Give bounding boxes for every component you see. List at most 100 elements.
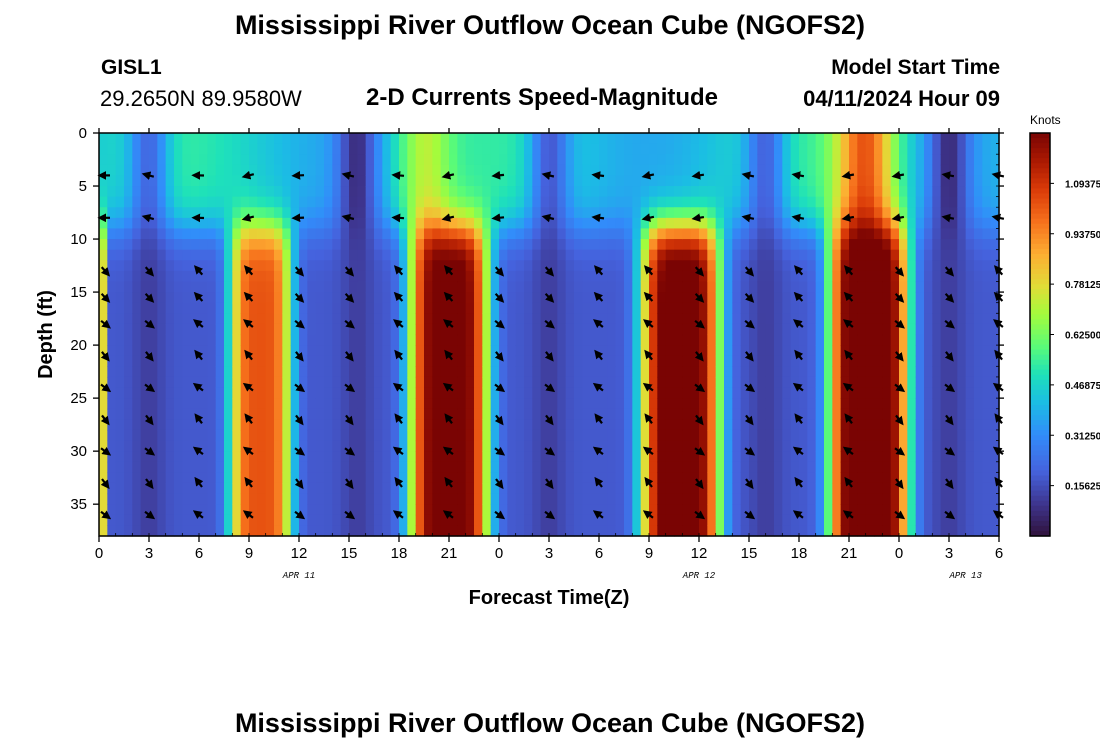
heat-cell (140, 323, 150, 336)
heat-cell (532, 323, 542, 336)
heat-cell (107, 143, 117, 155)
heat-cell (257, 387, 267, 399)
heat-cell (465, 143, 475, 155)
heat-cell (274, 398, 283, 410)
heat-cell (924, 196, 933, 208)
heat-cell (382, 482, 392, 495)
heat-cell (424, 302, 433, 314)
heat-cell (207, 408, 217, 420)
heat-cell (515, 228, 525, 240)
colorbar-segment (1030, 440, 1050, 446)
heat-cell (399, 429, 408, 442)
heat-cell (874, 302, 883, 314)
current-arrow (341, 171, 355, 180)
heat-cell (115, 270, 125, 283)
heat-cell (899, 376, 908, 389)
heat-cell (524, 217, 533, 230)
heat-cell (399, 366, 408, 378)
heat-cell (332, 313, 342, 325)
heat-cell (565, 302, 575, 314)
heat-cell (732, 345, 742, 357)
heat-cell (249, 186, 258, 198)
heat-cell (282, 482, 292, 495)
heat-cell (774, 419, 783, 431)
heat-cell (682, 451, 692, 463)
heat-cell (557, 398, 567, 410)
heat-cell (715, 451, 725, 463)
heat-cell (849, 345, 858, 357)
heat-cell (824, 355, 833, 367)
heat-cell (640, 239, 650, 251)
heat-cell (390, 493, 400, 505)
heat-cell (674, 429, 683, 442)
heat-cell (474, 398, 483, 410)
heat-cell (257, 472, 267, 484)
heat-cell (324, 429, 333, 442)
heat-cell (365, 143, 375, 155)
heat-cell (457, 429, 467, 442)
heat-cell (149, 472, 158, 484)
heat-cell (399, 504, 408, 516)
heat-cell (815, 154, 825, 166)
heat-cell (615, 323, 625, 336)
heat-cell (740, 376, 750, 389)
heat-cell (840, 217, 850, 230)
heat-cell (182, 451, 192, 463)
heat-cell (407, 440, 417, 452)
heat-cell (857, 239, 867, 251)
heat-cell (415, 419, 425, 431)
heat-cell (599, 525, 608, 537)
heat-cell (582, 313, 592, 325)
heat-cell (607, 292, 617, 304)
heat-cell (607, 196, 617, 208)
heat-cell (349, 133, 358, 145)
heat-cell (265, 514, 275, 526)
heat-cell (132, 355, 142, 367)
heat-cell (624, 133, 633, 145)
heat-cell (449, 355, 458, 367)
heat-cell (232, 376, 242, 389)
heat-cell (982, 228, 992, 240)
heat-cell (290, 186, 300, 198)
heat-cell (699, 451, 708, 463)
heat-cell (907, 504, 917, 516)
heat-cell (624, 164, 633, 177)
heat-cell (182, 376, 192, 389)
heat-cell (474, 504, 483, 516)
heat-cell (774, 334, 783, 346)
heat-cell (915, 313, 925, 325)
heat-cell (207, 228, 217, 240)
heat-cell (957, 387, 967, 399)
heat-cell (199, 429, 208, 442)
heat-cell (582, 493, 592, 505)
heat-cell (632, 281, 642, 293)
heat-cell (315, 249, 325, 261)
heat-cell (932, 292, 942, 304)
current-arrow (193, 291, 204, 302)
heat-cell (532, 313, 542, 325)
heat-cell (915, 196, 925, 208)
heat-cell (699, 260, 708, 272)
heat-cell (982, 313, 992, 325)
heat-cell (832, 387, 842, 399)
heat-cell (249, 334, 258, 346)
colorbar-segment (1030, 450, 1050, 456)
heat-cell (140, 164, 150, 177)
heat-cell (265, 323, 275, 336)
heat-cell (857, 493, 867, 505)
heat-cell (815, 398, 825, 410)
heat-cell (649, 143, 658, 155)
heat-cell (732, 186, 742, 198)
heat-cell (782, 376, 792, 389)
heat-cell (774, 270, 783, 283)
heat-cell (124, 133, 133, 145)
heat-cell (190, 270, 200, 283)
heat-cell (399, 249, 408, 261)
heat-cell (832, 154, 842, 166)
heat-cell (899, 408, 908, 420)
heat-cell (907, 334, 917, 346)
heat-cell (824, 249, 833, 261)
heat-cell (790, 217, 800, 230)
heat-cell (815, 175, 825, 187)
